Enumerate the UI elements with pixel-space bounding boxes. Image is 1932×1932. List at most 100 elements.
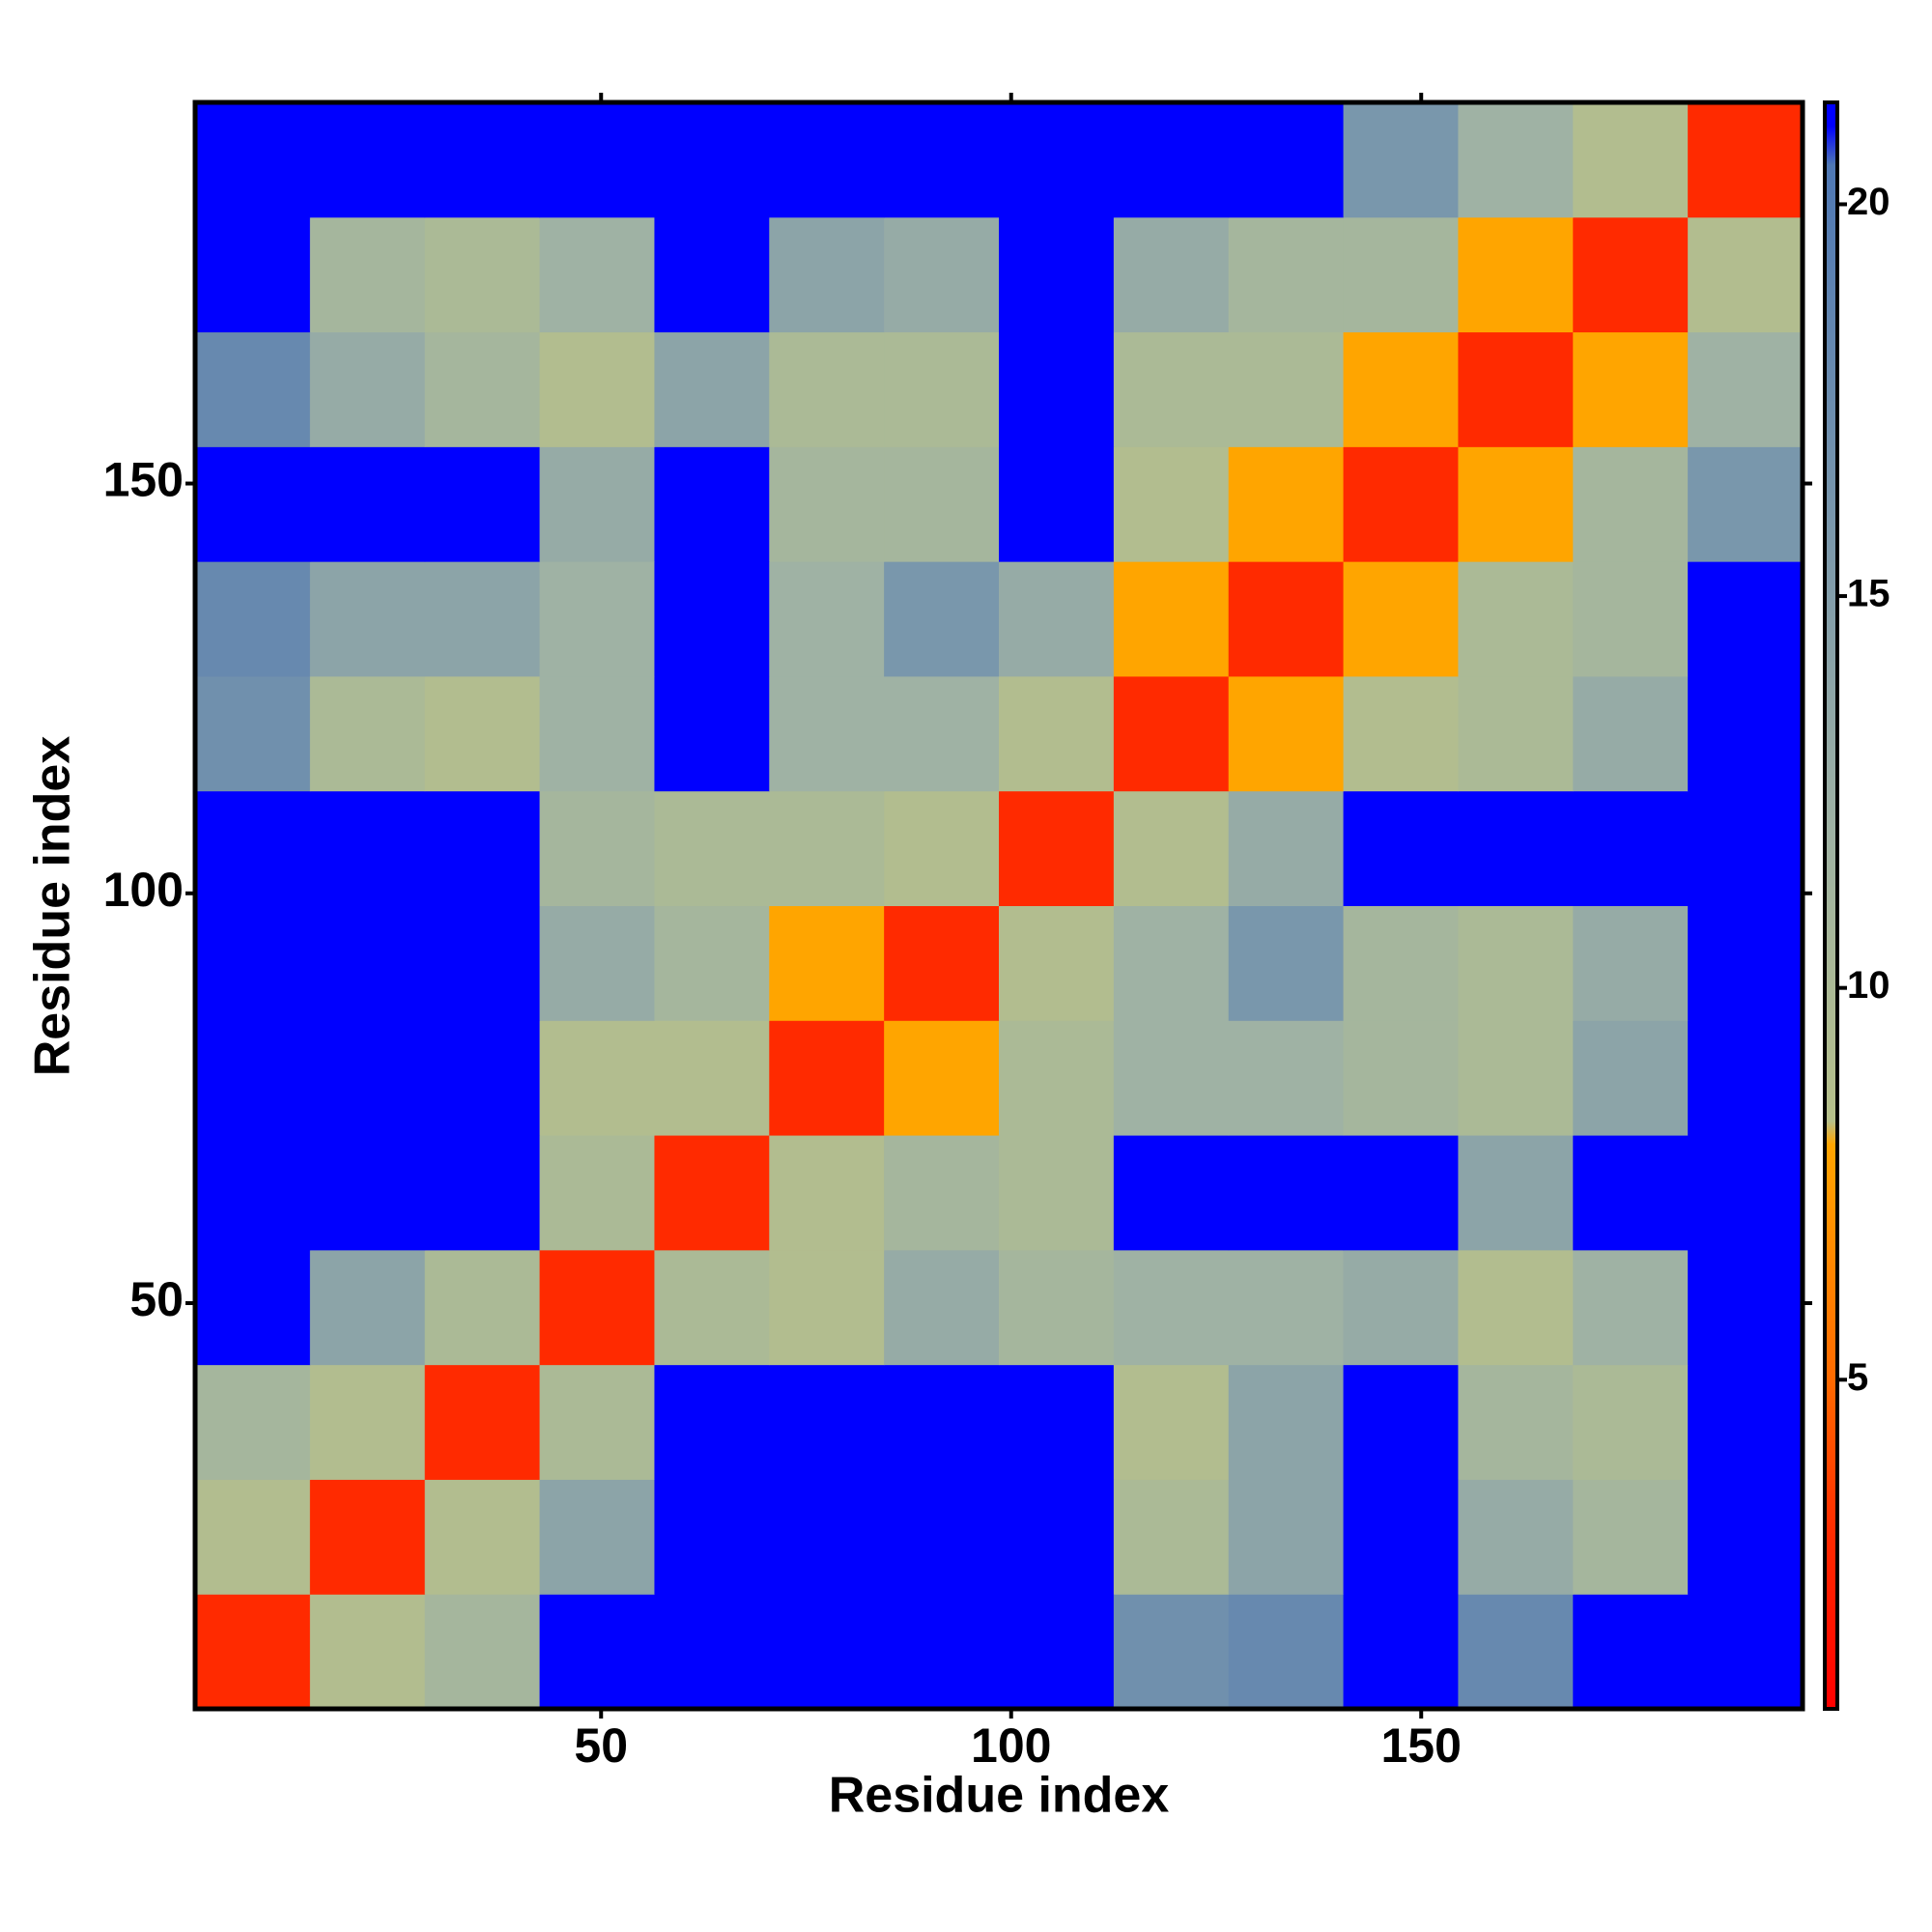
colorbar-tick-label: 20: [1847, 181, 1890, 223]
heatmap-cell: [424, 561, 541, 677]
x-tick-label: 100: [971, 1719, 1051, 1773]
heatmap-cell: [654, 1479, 770, 1595]
heatmap-cell: [654, 1249, 770, 1366]
heatmap-cell: [539, 1364, 655, 1480]
heatmap-cell: [654, 216, 770, 333]
heatmap-cell: [999, 1479, 1115, 1595]
heatmap-cell: [1458, 905, 1574, 1021]
heatmap-cell: [1573, 331, 1689, 447]
heatmap-cell: [1573, 1020, 1689, 1136]
heatmap-cell: [999, 102, 1115, 218]
heatmap-cell: [424, 675, 541, 792]
heatmap-cell: [309, 790, 426, 906]
heatmap-cell: [1113, 1364, 1230, 1480]
heatmap-cell: [1573, 790, 1689, 906]
heatmap-cell: [654, 1594, 770, 1710]
y-axis-label: Residue index: [25, 736, 81, 1077]
heatmap-cell: [1688, 675, 1804, 792]
heatmap-cell: [999, 905, 1115, 1021]
heatmap-cell: [539, 331, 655, 447]
heatmap-cell: [1343, 790, 1459, 906]
heatmap-cell: [1343, 446, 1459, 562]
heatmap-cell: [195, 102, 311, 218]
heatmap-cell: [884, 216, 1000, 333]
heatmap-cell: [1688, 446, 1804, 562]
heatmap-cell: [309, 1020, 426, 1136]
heatmap-cell: [769, 331, 885, 447]
heatmap-cell: [424, 1364, 541, 1480]
heatmap-cell: [195, 561, 311, 677]
heatmap-cell: [1228, 1364, 1345, 1480]
heatmap-cell: [424, 905, 541, 1021]
heatmap-cell: [195, 216, 311, 333]
heatmap-cell: [654, 1020, 770, 1136]
heatmap-cell: [1573, 216, 1689, 333]
heatmap-cell: [309, 675, 426, 792]
heatmap-cell: [999, 1135, 1115, 1251]
heatmap-cell: [769, 1020, 885, 1136]
heatmap-cell: [769, 561, 885, 677]
heatmap-cell: [424, 1020, 541, 1136]
heatmap-cell: [1688, 561, 1804, 677]
heatmap-cell: [769, 1364, 885, 1480]
heatmap-cell: [769, 905, 885, 1021]
heatmap-cell: [309, 1594, 426, 1710]
heatmap-cell: [654, 1135, 770, 1251]
heatmap-cell: [769, 790, 885, 906]
heatmap-cell: [309, 1135, 426, 1251]
heatmap-cell: [769, 102, 885, 218]
heatmap-cell: [999, 561, 1115, 677]
heatmap-cell: [195, 1249, 311, 1366]
heatmap-cell: [539, 1135, 655, 1251]
heatmap-cell: [1573, 446, 1689, 562]
heatmap-cell: [999, 331, 1115, 447]
y-tick-label: 50: [129, 1272, 184, 1326]
heatmap-cell: [1113, 675, 1230, 792]
heatmap-cell: [884, 102, 1000, 218]
heatmap-cell: [1688, 1020, 1804, 1136]
heatmap-cell: [884, 331, 1000, 447]
heatmap-cell: [1688, 1594, 1804, 1710]
heatmap-cell: [1688, 102, 1804, 218]
colorbar: [1823, 100, 1839, 1711]
heatmap-cell: [1343, 905, 1459, 1021]
heatmap-cell: [195, 790, 311, 906]
heatmap-cell: [195, 1020, 311, 1136]
heatmap-cell: [1458, 1594, 1574, 1710]
heatmap-cell: [1343, 561, 1459, 677]
heatmap-cell: [1458, 1364, 1574, 1480]
heatmap-cell: [1228, 1594, 1345, 1710]
heatmap-cell: [195, 1135, 311, 1251]
heatmap-cell: [1343, 102, 1459, 218]
heatmap-cell: [884, 1479, 1000, 1595]
heatmap-cell: [1113, 905, 1230, 1021]
heatmap-cell: [1343, 1594, 1459, 1710]
heatmap-cell: [1573, 905, 1689, 1021]
heatmap-cell: [999, 1594, 1115, 1710]
heatmap-cell: [309, 331, 426, 447]
heatmap-cell: [769, 216, 885, 333]
heatmap-cell: [999, 790, 1115, 906]
plot-frame: [192, 99, 1805, 1712]
heatmap-cell: [309, 905, 426, 1021]
heatmap-cell: [1458, 1479, 1574, 1595]
heatmap-cell: [424, 1594, 541, 1710]
heatmap-cell: [1573, 1249, 1689, 1366]
heatmap-cell: [539, 216, 655, 333]
heatmap-cell: [195, 905, 311, 1021]
heatmap-cell: [1573, 1594, 1689, 1710]
colorbar-tick-label: 5: [1847, 1356, 1868, 1399]
heatmap-cell: [539, 675, 655, 792]
heatmap-cell: [884, 790, 1000, 906]
heatmap-cell: [1573, 1479, 1689, 1595]
heatmap-cell: [1688, 1364, 1804, 1480]
heatmap-cell: [884, 1249, 1000, 1366]
heatmap-cell: [1113, 1249, 1230, 1366]
heatmap-cell: [539, 561, 655, 677]
heatmap-cell: [195, 1594, 311, 1710]
heatmap-cell: [1458, 331, 1574, 447]
heatmap-cell: [424, 102, 541, 218]
heatmap-cell: [1688, 790, 1804, 906]
heatmap-cell: [1343, 1479, 1459, 1595]
